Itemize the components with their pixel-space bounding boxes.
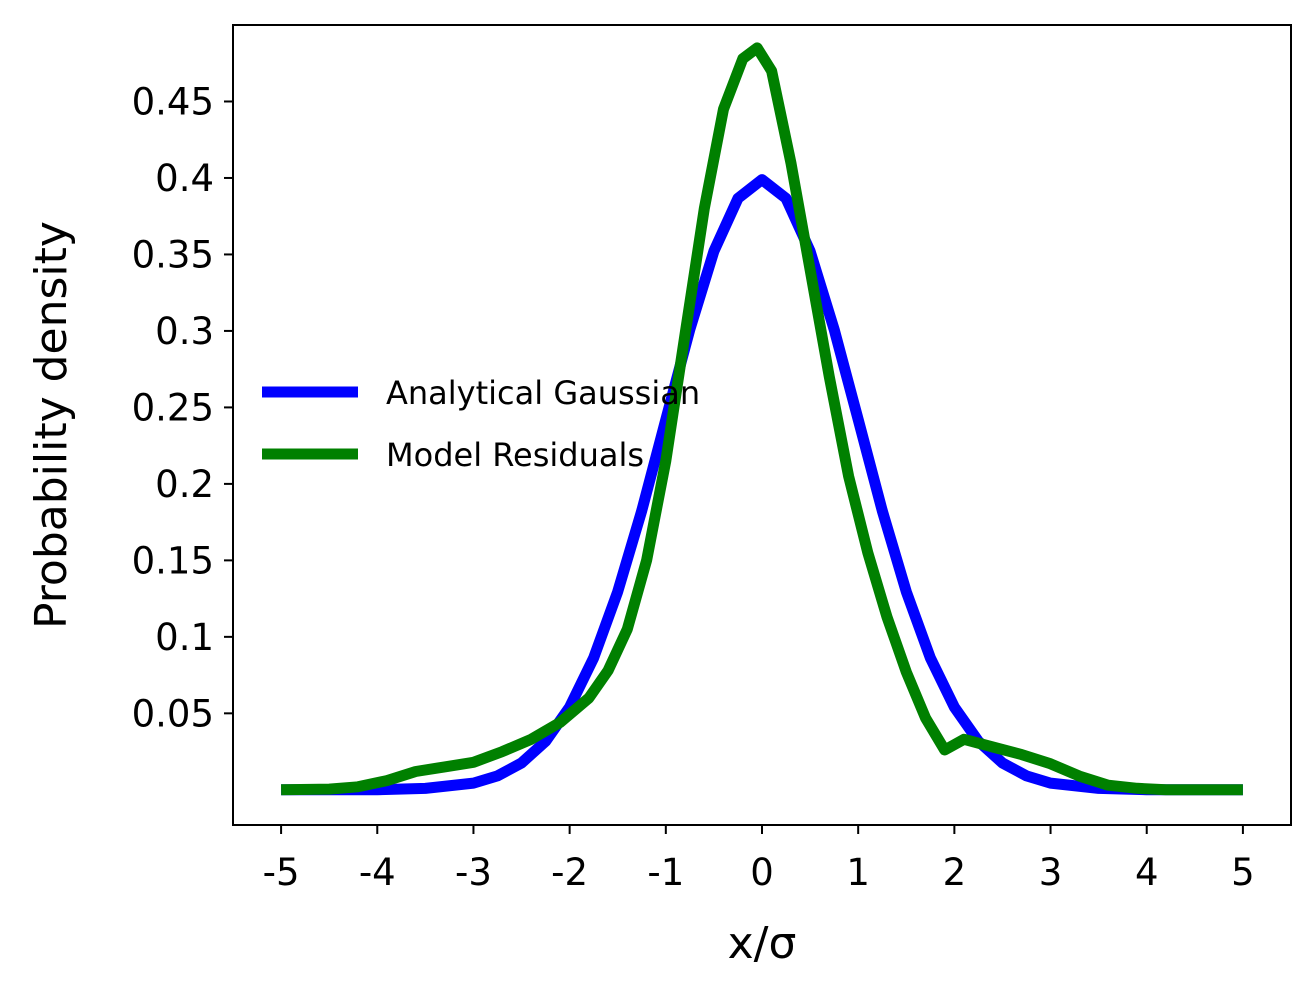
y-tick-label: 0.15 [132,539,214,582]
y-tick-label: 0.05 [132,692,214,735]
x-axis-label: x/σ [728,918,797,969]
x-tick-label: -2 [551,851,588,894]
x-tick-label: -1 [647,851,684,894]
series-line-1 [281,174,1243,796]
legend: Analytical Gaussian Model Residuals [262,374,700,474]
y-tick-label: 0.35 [132,233,214,276]
x-tick-label: 5 [1231,851,1255,894]
x-tick-label: 0 [750,851,774,894]
x-tick-label: -3 [455,851,492,894]
y-tick-label: 0.2 [155,463,214,506]
y-axis-label: Probability density [26,221,77,629]
plot-frame [232,24,1292,826]
x-tick-label: 4 [1135,851,1159,894]
y-tick-label: 0.45 [132,80,214,123]
x-tick-label: 2 [943,851,967,894]
legend-label-1: Analytical Gaussian [386,374,700,412]
y-tick-label: 0.1 [155,616,214,659]
y-axis: 0.05 0.1 0.15 0.2 0.25 0.3 0.35 0.4 0.45 [132,80,233,735]
series-lines [281,42,1243,796]
y-tick-label: 0.25 [132,386,214,429]
x-tick-label: -4 [359,851,396,894]
x-axis: -5 -4 -3 -2 -1 0 1 2 3 4 5 [263,825,1255,894]
legend-label-2: Model Residuals [386,436,644,474]
x-tick-label: 3 [1039,851,1063,894]
series-line-2 [281,42,1243,796]
x-tick-label: -5 [263,851,300,894]
y-tick-label: 0.4 [155,157,214,200]
x-tick-label: 1 [846,851,870,894]
y-tick-label: 0.3 [155,310,214,353]
